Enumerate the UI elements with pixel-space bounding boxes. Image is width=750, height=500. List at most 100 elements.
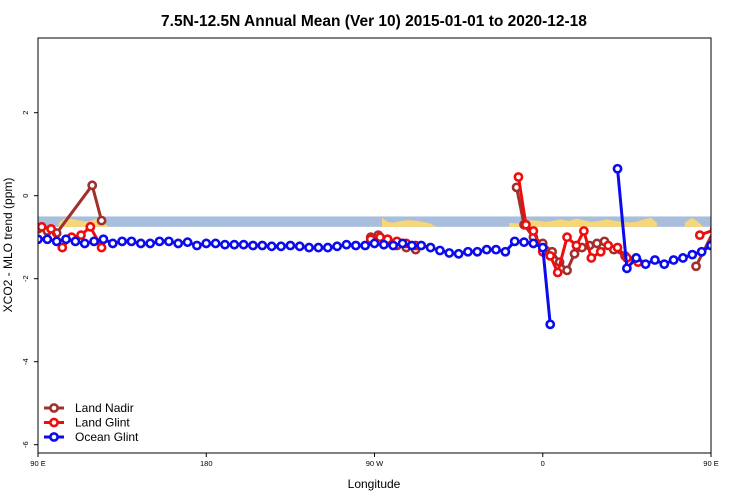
land-glint-point xyxy=(612,242,623,253)
ocean-glint-point xyxy=(266,241,277,252)
land-glint-point xyxy=(571,240,582,251)
land-glint-point xyxy=(562,232,572,243)
land-fraction-patch xyxy=(726,219,747,227)
ocean-glint-point xyxy=(640,259,651,270)
ocean-glint-point xyxy=(89,236,99,247)
land-glint-point xyxy=(85,221,96,232)
ocean-glint-point xyxy=(313,242,324,253)
ocean-glint-point xyxy=(126,236,137,247)
y-tick-label: -4 xyxy=(21,358,30,365)
series-land-nadir xyxy=(38,180,737,276)
x-tick-label: 90 E xyxy=(703,459,718,468)
ocean-glint-point xyxy=(687,249,698,260)
ocean-glint-point xyxy=(42,234,53,245)
ocean-glint-point xyxy=(182,237,193,248)
land-glint-point xyxy=(528,226,539,236)
land-fraction-patch xyxy=(58,217,110,227)
land-nadir-point xyxy=(730,232,737,239)
land-nadir-point xyxy=(592,238,602,249)
land-glint-point xyxy=(76,230,86,241)
legend-item-land-nadir: Land Nadir xyxy=(44,401,134,415)
ocean-glint-point xyxy=(238,239,249,250)
x-tick-label: 0 xyxy=(541,459,545,468)
legend-item-land-glint: Land Glint xyxy=(44,416,130,430)
land-glint-point xyxy=(741,229,748,236)
x-tick-label: 90 W xyxy=(366,459,384,468)
ocean-glint-point xyxy=(416,240,427,251)
ocean-glint-point xyxy=(612,163,623,174)
ocean-glint-point xyxy=(650,255,660,265)
land-glint-point xyxy=(603,240,614,251)
land-fraction-patch xyxy=(684,217,704,227)
land-nadir-point xyxy=(96,215,107,226)
land-glint-point xyxy=(96,242,107,253)
land-glint-point xyxy=(513,172,524,182)
ocean-glint-point xyxy=(425,242,436,253)
land-nadir-point xyxy=(569,248,580,259)
ocean-glint-point xyxy=(537,242,548,253)
legend-label: Land Nadir xyxy=(75,401,134,415)
x-axis: 90 E 180 90 W 0 90 E xyxy=(30,453,719,468)
ocean-glint-point xyxy=(210,238,221,249)
ocean-glint-point xyxy=(621,263,632,274)
land-glint-point xyxy=(578,226,589,236)
ocean-glint-point xyxy=(294,241,305,252)
ocean-glint-point xyxy=(285,240,296,251)
land-nadir-point xyxy=(87,180,98,191)
ocean-glint-point xyxy=(248,240,258,251)
ocean-glint-point xyxy=(192,240,202,251)
ocean-glint-point xyxy=(107,238,118,249)
land-nadir-point xyxy=(691,261,701,272)
ocean-glint-point xyxy=(500,246,511,257)
ocean-glint-point xyxy=(350,240,361,251)
ocean-glint-point xyxy=(70,236,81,247)
y-axis-label: XCO2 - MLO trend (ppm) xyxy=(1,178,15,313)
land-fraction-patch xyxy=(381,217,437,227)
legend-marker xyxy=(49,432,59,442)
ocean-glint-point xyxy=(369,238,380,249)
ocean-glint-point xyxy=(201,238,212,249)
ocean-glint-point xyxy=(220,239,230,250)
chart-title: 7.5N-12.5N Annual Mean (Ver 10) 2015-01-… xyxy=(161,13,587,30)
ocean-glint-point xyxy=(135,238,146,249)
land-glint-point xyxy=(713,225,720,232)
land-glint-point xyxy=(545,250,556,261)
series-layer xyxy=(38,163,750,330)
ocean-glint-point xyxy=(444,248,455,258)
ocean-glint-point xyxy=(173,238,184,249)
ocean-glint-point xyxy=(745,238,750,245)
reference-band xyxy=(38,216,711,227)
ocean-glint-point xyxy=(706,240,711,251)
land-nadir-point xyxy=(709,225,711,233)
y-tick-label: -6 xyxy=(21,441,30,448)
land-nadir-point xyxy=(562,265,572,276)
ocean-glint-point xyxy=(696,246,707,257)
ocean-glint-point xyxy=(154,236,165,247)
ocean-glint-point xyxy=(519,237,529,248)
ocean-glint-point xyxy=(678,253,688,263)
ocean-glint-point xyxy=(406,240,417,251)
series-ocean-glint xyxy=(38,163,750,330)
y-axis: 2 0 -2 -4 -6 xyxy=(21,111,38,448)
ocean-glint-point xyxy=(388,240,399,251)
ocean-glint-point xyxy=(631,253,642,263)
ocean-glint-point xyxy=(276,241,286,252)
ocean-glint-point xyxy=(472,246,483,257)
ocean-glint-point xyxy=(257,240,268,251)
land-fraction-layer xyxy=(58,217,747,227)
legend-item-ocean-glint: Ocean Glint xyxy=(44,430,139,444)
y-tick-label: 2 xyxy=(21,111,30,115)
ocean-glint-point xyxy=(163,236,174,247)
y-tick-label: 0 xyxy=(21,194,30,198)
land-glint-point xyxy=(586,253,597,263)
ocean-glint-point xyxy=(79,238,90,249)
ocean-glint-point xyxy=(397,238,408,249)
ocean-glint-point xyxy=(145,238,156,249)
land-glint-point xyxy=(57,242,68,253)
x-axis-label: Longitude xyxy=(348,477,401,491)
land-glint-point xyxy=(46,223,56,234)
ocean-glint-point xyxy=(481,244,492,255)
ocean-glint-point xyxy=(322,242,333,253)
ocean-glint-point xyxy=(491,244,501,255)
